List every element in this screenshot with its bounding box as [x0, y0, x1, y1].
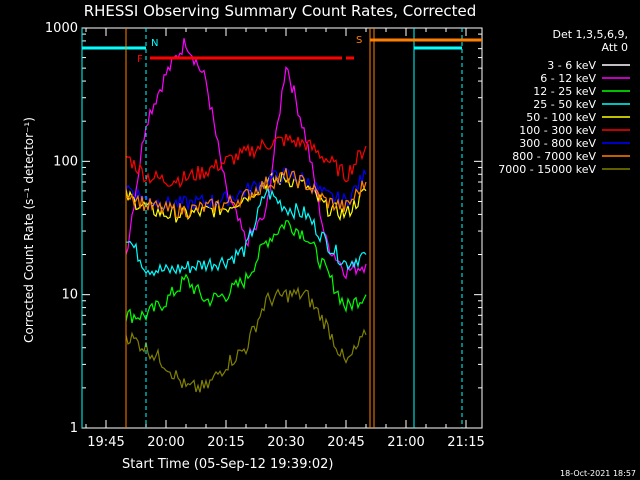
series-line-3	[125, 185, 367, 277]
x-tick-label: 20:00	[147, 435, 184, 450]
legend-entry-label: 12 - 25 keV	[533, 85, 596, 98]
y-tick-label: 1	[70, 421, 78, 436]
series-line-8	[125, 286, 367, 393]
night-label: N	[151, 38, 158, 49]
legend-entry-label: 7000 - 15000 keV	[498, 163, 596, 176]
x-tick-label: 20:45	[327, 435, 364, 450]
legend-entry-label: 25 - 50 keV	[533, 98, 596, 111]
series-line-6	[125, 167, 367, 212]
plot-area: 1 10 100 1000 19:45 20:00 20:15 20:30 20:45 21:00…	[45, 21, 485, 450]
series-line-7	[125, 168, 367, 219]
x-tick-label: 19:45	[87, 435, 124, 450]
legend-header-line2: Att 0	[602, 41, 628, 54]
y-tick-label: 100	[53, 154, 78, 169]
legend-entry-label: 50 - 100 keV	[526, 111, 596, 124]
series-line-2	[125, 220, 367, 324]
series-line-5	[125, 133, 367, 189]
legend-entry-label: 3 - 6 keV	[547, 59, 596, 72]
legend-entry-label: 300 - 800 keV	[519, 137, 596, 150]
flare-label: F	[137, 54, 143, 65]
x-tick-label: 21:00	[387, 435, 424, 450]
x-tick-label: 20:15	[207, 435, 244, 450]
chart-title: RHESSI Observing Summary Count Rates, Co…	[84, 2, 477, 20]
series-line-4	[125, 172, 367, 223]
saa-label: S	[356, 35, 362, 46]
generation-timestamp: 18-Oct-2021 18:57	[560, 469, 636, 478]
x-axis-label: Start Time (05-Sep-12 19:39:02)	[122, 457, 333, 472]
y-tick-label: 10	[61, 288, 78, 303]
y-tick-label: 1000	[45, 21, 78, 36]
legend-header-line1: Det 1,3,5,6,9,	[552, 28, 628, 41]
legend-entry-label: 6 - 12 keV	[540, 72, 596, 85]
legend-entry-label: 800 - 7000 keV	[512, 150, 596, 163]
y-axis-label: Corrected Count Rate (s⁻¹ detector⁻¹)	[22, 117, 36, 343]
series-line-0	[125, 92, 367, 308]
legend-entry-label: 100 - 300 keV	[519, 124, 596, 137]
x-tick-label: 20:30	[267, 435, 304, 450]
x-tick-label: 21:15	[447, 435, 484, 450]
